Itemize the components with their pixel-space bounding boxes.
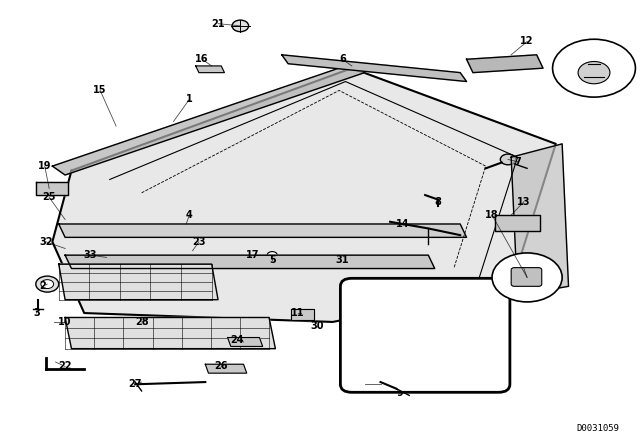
Text: 32: 32: [39, 237, 52, 247]
Circle shape: [43, 185, 56, 194]
Text: 11: 11: [291, 308, 305, 318]
Circle shape: [552, 39, 636, 97]
Text: 25: 25: [42, 192, 56, 202]
Text: 10: 10: [58, 317, 72, 327]
Text: 13: 13: [517, 197, 531, 207]
Text: 1: 1: [186, 95, 193, 104]
Text: 27: 27: [129, 379, 142, 389]
Circle shape: [500, 154, 516, 165]
Polygon shape: [205, 364, 246, 373]
Text: 20: 20: [517, 263, 531, 274]
Circle shape: [337, 256, 348, 263]
Text: 15: 15: [93, 86, 107, 95]
Polygon shape: [52, 68, 556, 322]
Text: 22: 22: [58, 362, 72, 371]
Polygon shape: [511, 144, 568, 295]
FancyBboxPatch shape: [340, 278, 510, 392]
Polygon shape: [467, 55, 543, 73]
Polygon shape: [196, 66, 225, 73]
Text: 6: 6: [339, 54, 346, 64]
Text: 12: 12: [520, 36, 534, 47]
Text: 24: 24: [230, 335, 244, 345]
Polygon shape: [59, 264, 218, 300]
Text: 17: 17: [246, 250, 260, 260]
Circle shape: [492, 253, 562, 302]
Text: 14: 14: [396, 219, 410, 229]
Text: 28: 28: [135, 317, 148, 327]
Polygon shape: [495, 215, 540, 231]
Text: 26: 26: [214, 362, 228, 371]
Text: 16: 16: [195, 54, 209, 64]
Circle shape: [267, 252, 277, 259]
Circle shape: [342, 373, 355, 382]
Text: 21: 21: [211, 19, 225, 29]
Text: 31: 31: [335, 254, 349, 265]
Polygon shape: [59, 224, 467, 237]
Circle shape: [289, 256, 300, 263]
Text: 8: 8: [435, 197, 442, 207]
Circle shape: [356, 323, 367, 330]
Text: 9: 9: [396, 388, 403, 398]
Circle shape: [578, 61, 610, 84]
Text: 4: 4: [186, 210, 193, 220]
Text: 33: 33: [84, 250, 97, 260]
Text: 30: 30: [310, 321, 324, 332]
Text: D0031059: D0031059: [577, 424, 620, 433]
Polygon shape: [291, 309, 314, 320]
Text: 3: 3: [33, 308, 40, 318]
Polygon shape: [65, 318, 275, 349]
Circle shape: [41, 280, 54, 289]
Text: 18: 18: [485, 210, 499, 220]
Polygon shape: [52, 64, 365, 175]
FancyBboxPatch shape: [511, 267, 541, 286]
Circle shape: [232, 20, 248, 32]
Text: 2: 2: [40, 281, 46, 291]
Text: 7: 7: [514, 157, 521, 167]
Text: 23: 23: [192, 237, 205, 247]
Polygon shape: [36, 182, 68, 195]
Polygon shape: [228, 337, 262, 346]
Text: 5: 5: [269, 254, 276, 265]
Polygon shape: [65, 255, 435, 268]
Text: 29: 29: [358, 379, 371, 389]
Text: 19: 19: [38, 161, 51, 171]
Circle shape: [36, 276, 59, 292]
Polygon shape: [282, 55, 467, 82]
